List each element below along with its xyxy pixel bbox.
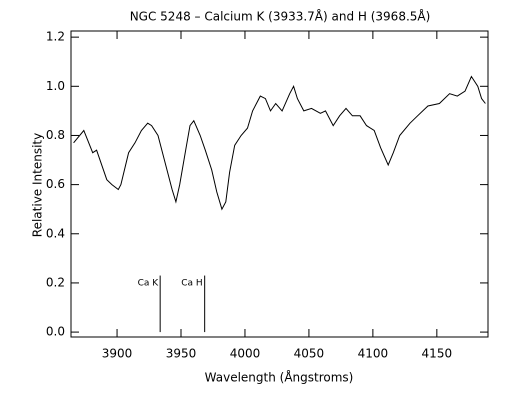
spectrum-line bbox=[73, 75, 486, 211]
y-tick-label: 1.2 bbox=[46, 30, 65, 44]
x-tick-label: 4150 bbox=[422, 347, 453, 361]
y-tick-label: 0.8 bbox=[46, 128, 65, 142]
y-axis-label: Relative Intensity bbox=[31, 133, 45, 237]
x-tick-label: 3950 bbox=[166, 347, 197, 361]
line-label: Ca K bbox=[138, 278, 160, 288]
x-tick-label: 4100 bbox=[358, 347, 389, 361]
x-axis-label: Wavelength (Ångstroms) bbox=[205, 370, 354, 385]
x-tick-label: 4050 bbox=[294, 347, 325, 361]
line-label: Ca H bbox=[181, 278, 202, 288]
plot-frame bbox=[70, 30, 489, 338]
y-tick-label: 0.2 bbox=[46, 275, 65, 289]
y-tick-label: 0.0 bbox=[46, 325, 65, 339]
x-tick-label: 3900 bbox=[102, 347, 133, 361]
x-tick-label: 4000 bbox=[230, 347, 261, 361]
y-tick-label: 1.0 bbox=[46, 79, 65, 93]
y-tick-label: 0.4 bbox=[46, 226, 65, 240]
chart-title: NGC 5248 – Calcium K (3933.7Å) and H (39… bbox=[130, 9, 431, 24]
y-tick-label: 0.6 bbox=[46, 177, 65, 191]
